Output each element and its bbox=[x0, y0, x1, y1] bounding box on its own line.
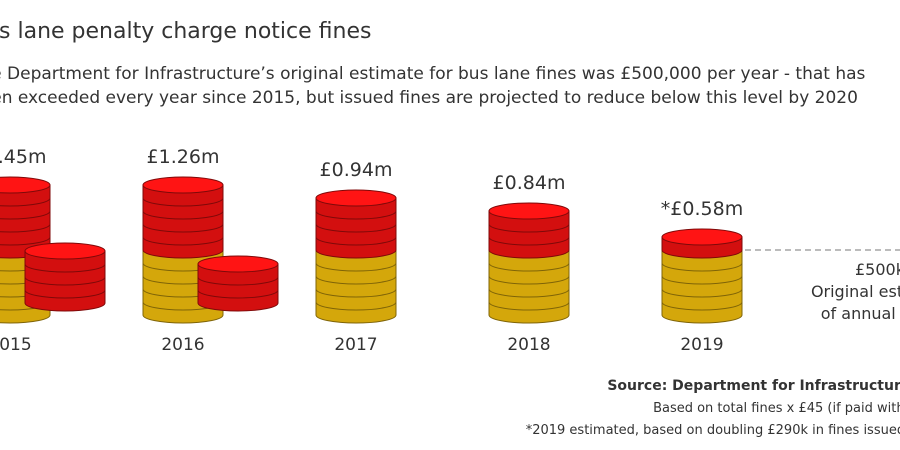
x-tick-label: 2016 bbox=[161, 335, 204, 355]
coin-top bbox=[488, 202, 570, 220]
value-label: *£0.58m bbox=[661, 198, 743, 220]
coin-top bbox=[24, 242, 106, 260]
coin-top bbox=[142, 176, 224, 194]
subtitle: The Department for Infrastructure’s orig… bbox=[0, 64, 866, 84]
x-tick-label: 2018 bbox=[507, 335, 550, 355]
subtitle: been exceeded every year since 2015, but… bbox=[0, 88, 858, 108]
coin-top bbox=[315, 189, 397, 207]
x-tick-label: 2019 bbox=[680, 335, 723, 355]
threshold-label: Original estimate bbox=[811, 282, 900, 301]
source-note: Based on total fines x £45 (if paid with… bbox=[653, 401, 900, 416]
threshold-label: £500k bbox=[855, 260, 900, 279]
value-label: £0.94m bbox=[320, 159, 393, 181]
value-label: £1.26m bbox=[147, 146, 220, 168]
coin-top bbox=[661, 228, 743, 246]
threshold-label: of annual fines bbox=[821, 304, 900, 323]
source: Source: Department for Infrastructure, O… bbox=[607, 378, 900, 394]
value-label: £1.45m bbox=[0, 146, 46, 168]
coin-top bbox=[0, 176, 51, 194]
value-label: £0.84m bbox=[493, 172, 566, 194]
source-note: *2019 estimated, based on doubling £290k… bbox=[526, 423, 900, 438]
coin-top bbox=[197, 255, 279, 273]
chart-title: Bus lane penalty charge notice fines bbox=[0, 19, 371, 44]
x-tick-label: 2015 bbox=[0, 335, 32, 355]
x-tick-label: 2017 bbox=[334, 335, 377, 355]
